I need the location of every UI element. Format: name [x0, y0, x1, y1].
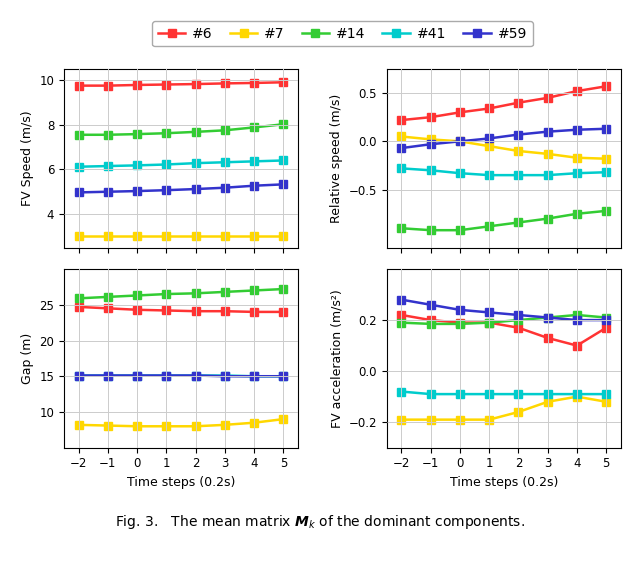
Y-axis label: FV acceleration (m/s²): FV acceleration (m/s²) — [330, 289, 343, 428]
X-axis label: Time steps (0.2s): Time steps (0.2s) — [127, 476, 235, 489]
X-axis label: Time steps (0.2s): Time steps (0.2s) — [450, 476, 558, 489]
Y-axis label: Relative speed (m/s): Relative speed (m/s) — [330, 94, 343, 223]
Legend: #6, #7, #14, #41, #59: #6, #7, #14, #41, #59 — [152, 21, 532, 46]
Text: Fig. 3.   The mean matrix $\boldsymbol{M}_k$ of the dominant components.: Fig. 3. The mean matrix $\boldsymbol{M}_… — [115, 513, 525, 532]
Y-axis label: FV Speed (m/s): FV Speed (m/s) — [21, 110, 34, 206]
Y-axis label: Gap (m): Gap (m) — [21, 333, 34, 384]
